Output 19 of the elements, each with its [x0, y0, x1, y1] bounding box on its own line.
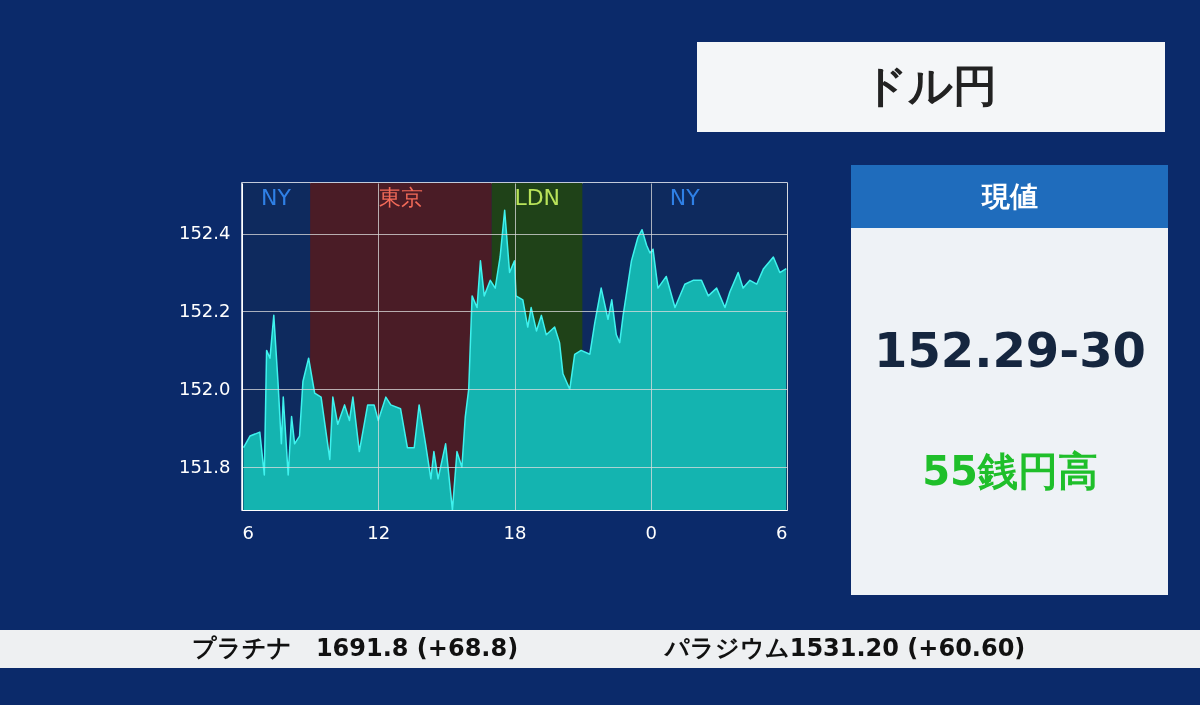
- band-label: NY: [261, 185, 292, 210]
- text: ドル円: [863, 60, 997, 111]
- y-tick-label: 152.0: [178, 377, 231, 399]
- text: 55銭円高: [922, 448, 1098, 494]
- y-tick-label: 152.2: [178, 299, 231, 321]
- text: 現値: [981, 180, 1038, 213]
- band-label: 東京: [378, 185, 423, 210]
- x-tick-label: 12: [367, 521, 391, 543]
- text: プラチナ 1691.8 (+68.8): [191, 634, 519, 662]
- band-label: LDN: [514, 185, 561, 210]
- x-tick-label: 6: [776, 521, 788, 543]
- x-tick-label: 0: [645, 521, 657, 543]
- text: 152.29-30: [874, 322, 1146, 378]
- x-tick-label: 18: [503, 521, 527, 543]
- text: パラジウム1531.20 (+60.60): [662, 634, 1026, 662]
- y-tick-label: 151.8: [178, 455, 231, 477]
- x-tick-label: 6: [242, 521, 254, 543]
- y-tick-label: 152.4: [178, 222, 231, 244]
- band-label: NY: [669, 185, 701, 210]
